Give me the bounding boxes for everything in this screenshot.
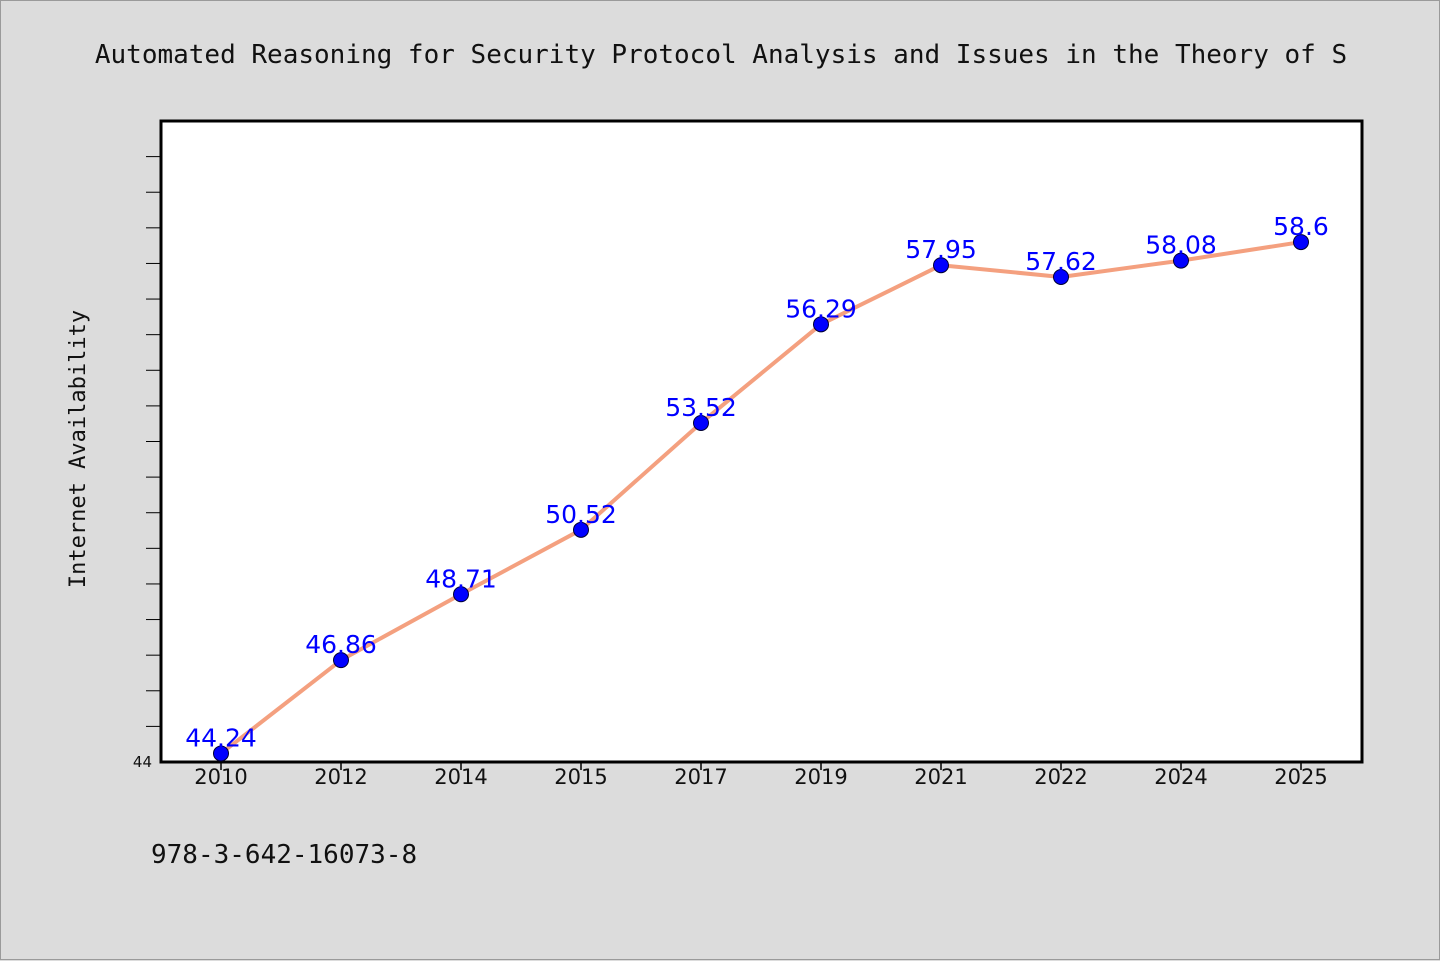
data-point-marker	[573, 521, 589, 538]
data-point-marker	[453, 586, 469, 603]
data-label: 57.95	[905, 235, 977, 264]
x-tick-label: 2021	[914, 765, 967, 789]
x-tick-label: 2014	[434, 765, 487, 789]
x-tick-label: 2017	[674, 765, 727, 789]
data-label: 50.52	[545, 500, 617, 529]
data-point-marker	[813, 316, 829, 333]
y-axis-ticks: 44	[133, 156, 160, 771]
x-tick-label: 2012	[314, 765, 367, 789]
x-tick-label: 2025	[1274, 765, 1327, 789]
data-point-marker	[213, 745, 229, 762]
series-layer	[213, 234, 1309, 762]
data-label: 58.08	[1145, 231, 1217, 260]
data-label: 57.62	[1025, 247, 1097, 276]
footnote-isbn: 978-3-642-16073-8	[151, 840, 417, 870]
data-label: 44.24	[185, 723, 257, 752]
data-label: 46.86	[305, 630, 377, 659]
x-tick-label: 2024	[1154, 765, 1207, 789]
data-label: 56.29	[785, 294, 857, 323]
x-tick-label: 2019	[794, 765, 847, 789]
data-labels-layer: 44.24 46.86 48.71 50.52 53.52 56.29 57.95 57.62…	[185, 212, 1329, 752]
plot-area	[159, 119, 1364, 764]
x-tick-label: 2015	[554, 765, 607, 789]
x-tick-label: 2022	[1034, 765, 1087, 789]
data-point-marker	[693, 414, 709, 431]
data-point-marker	[1173, 252, 1189, 269]
series-line	[219, 240, 1303, 756]
data-point-marker	[333, 652, 349, 669]
y-axis-label: Internet Availability	[66, 310, 91, 588]
data-point-marker	[1053, 268, 1069, 285]
x-axis-ticks: 2010 2012 2014 2015 2017 2019 2021 2022 2024 2025	[194, 763, 1328, 789]
data-label: 53.52	[665, 393, 737, 422]
x-tick-label: 2010	[194, 765, 247, 789]
data-point-marker	[933, 257, 949, 274]
y-tick-label: 44	[133, 753, 152, 771]
data-label: 48.71	[425, 564, 497, 593]
chart-title: Automated Reasoning for Security Protoco…	[95, 40, 1347, 70]
data-label: 58.6	[1273, 212, 1329, 241]
data-point-marker	[1293, 234, 1309, 251]
